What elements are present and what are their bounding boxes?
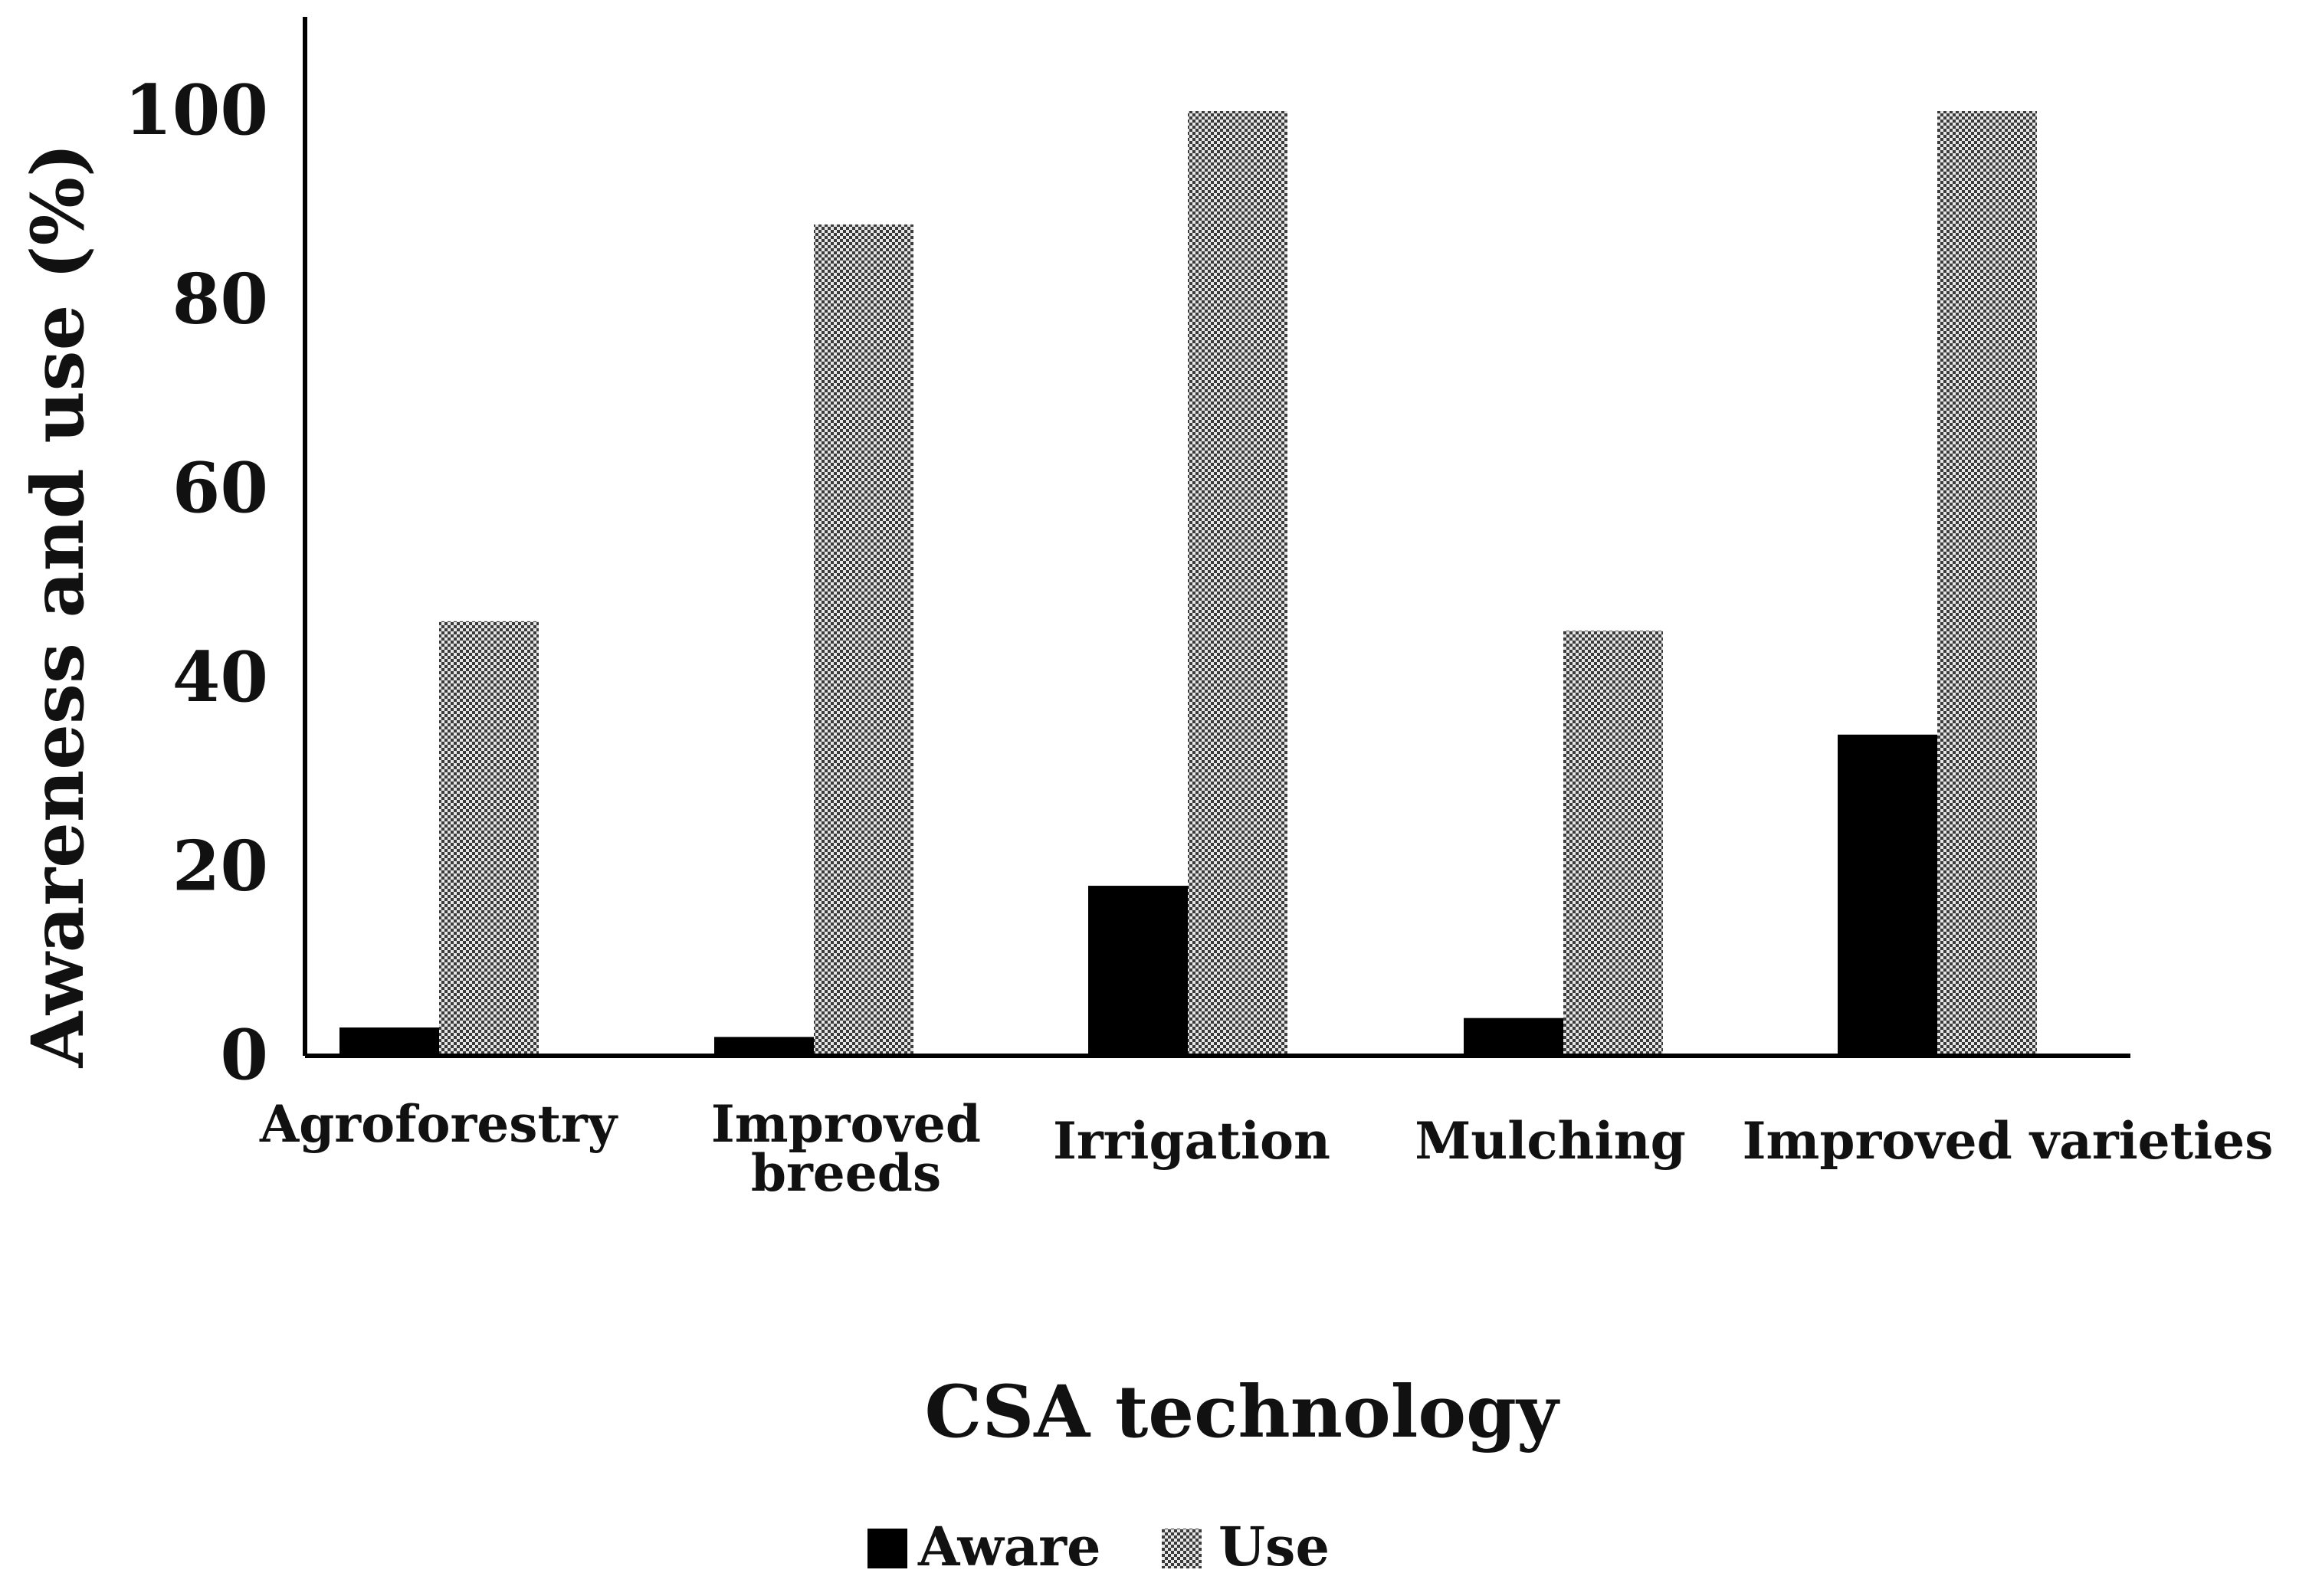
bars-group bbox=[339, 111, 2037, 1057]
bar-aware-0 bbox=[339, 1027, 439, 1056]
legend-swatch-use bbox=[1162, 1529, 1202, 1568]
y-tick-label-80: 80 bbox=[172, 259, 268, 340]
bar-use-1 bbox=[814, 224, 913, 1057]
bar-use-0 bbox=[439, 621, 539, 1056]
y-tick-label-0: 0 bbox=[220, 1014, 268, 1096]
x-tick-label-1: Improved breeds bbox=[711, 1094, 981, 1203]
y-axis-title: Awareness and use (%) bbox=[16, 143, 100, 1069]
y-tick-label-20: 20 bbox=[172, 825, 268, 906]
bar-use-4 bbox=[1937, 111, 2037, 1056]
x-axis-title: CSA technology bbox=[925, 1370, 1560, 1454]
bar-aware-1 bbox=[714, 1037, 814, 1056]
x-tick-label-2: Irrigation bbox=[1053, 1111, 1330, 1171]
x-tick-label-3: Mulching bbox=[1415, 1111, 1686, 1171]
legend-label-aware: Aware bbox=[917, 1515, 1101, 1578]
y-tick-label-60: 60 bbox=[172, 447, 268, 529]
y-tick-label-100: 100 bbox=[124, 70, 268, 151]
bar-aware-4 bbox=[1838, 734, 1937, 1056]
bar-use-3 bbox=[1563, 631, 1663, 1056]
legend: Aware Use bbox=[867, 1515, 1330, 1578]
y-tick-labels: 0 20 40 60 80 100 bbox=[124, 70, 268, 1096]
y-tick-label-40: 40 bbox=[172, 637, 268, 718]
bar-aware-3 bbox=[1464, 1018, 1563, 1056]
bar-aware-2 bbox=[1088, 886, 1188, 1056]
x-tick-labels: Agroforestry Improved breeds Irrigation Mulc… bbox=[259, 1094, 2273, 1203]
legend-label-use: Use bbox=[1218, 1515, 1330, 1578]
x-tick-label-0: Agroforestry bbox=[259, 1094, 618, 1154]
bar-use-2 bbox=[1188, 111, 1287, 1056]
x-tick-label-4: Improved varieties bbox=[1743, 1111, 2274, 1171]
legend-swatch-aware bbox=[867, 1529, 907, 1568]
